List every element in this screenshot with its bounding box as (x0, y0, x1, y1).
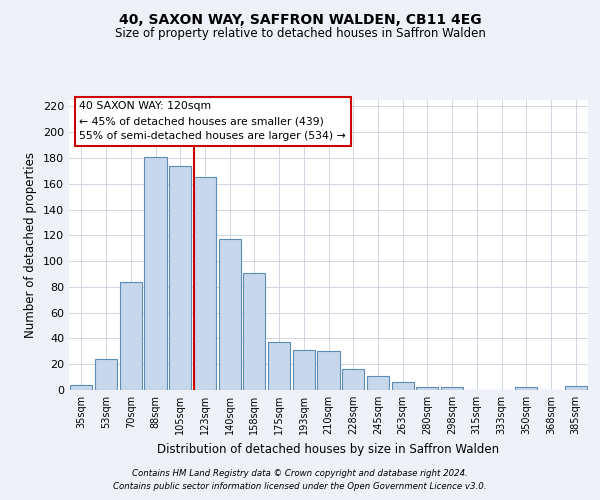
Bar (169, 166, 191, 390)
Bar (367, 376, 389, 390)
Bar (70, 385, 92, 390)
Bar (293, 350, 315, 390)
Bar (119, 282, 142, 390)
Bar (145, 156, 167, 390)
Text: Contains HM Land Registry data © Crown copyright and database right 2024.: Contains HM Land Registry data © Crown c… (132, 468, 468, 477)
Bar (218, 239, 241, 390)
Text: Size of property relative to detached houses in Saffron Walden: Size of property relative to detached ho… (115, 28, 485, 40)
Bar (317, 352, 340, 390)
Bar (243, 272, 265, 390)
Bar (342, 370, 364, 390)
Text: Contains public sector information licensed under the Open Government Licence v3: Contains public sector information licen… (113, 482, 487, 491)
Bar (441, 388, 463, 390)
Bar (392, 382, 414, 390)
Bar (565, 386, 587, 390)
Bar (515, 388, 538, 390)
Bar (268, 342, 290, 390)
Text: 40, SAXON WAY, SAFFRON WALDEN, CB11 4EG: 40, SAXON WAY, SAFFRON WALDEN, CB11 4EG (119, 12, 481, 26)
Bar (95, 359, 117, 390)
Text: 40 SAXON WAY: 120sqm
← 45% of detached houses are smaller (439)
55% of semi-deta: 40 SAXON WAY: 120sqm ← 45% of detached h… (79, 102, 346, 141)
X-axis label: Distribution of detached houses by size in Saffron Walden: Distribution of detached houses by size … (157, 442, 500, 456)
Y-axis label: Number of detached properties: Number of detached properties (25, 152, 37, 338)
Bar (194, 178, 216, 390)
Bar (416, 388, 439, 390)
